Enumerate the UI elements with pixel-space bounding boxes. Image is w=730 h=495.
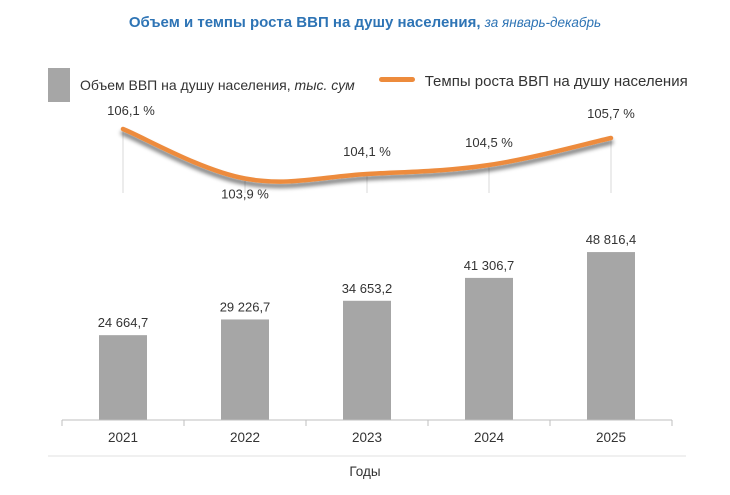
chart-title-sub: за январь-декабрь bbox=[484, 15, 602, 30]
x-tick-label: 2022 bbox=[230, 430, 260, 445]
growth-rate-line bbox=[120, 126, 614, 184]
legend: Объем ВВП на душу населения, тыс. сум Те… bbox=[48, 68, 688, 102]
legend-bar-label: Объем ВВП на душу населения, тыс. сум bbox=[80, 77, 355, 93]
bar-data-label: 24 664,7 bbox=[98, 315, 149, 330]
bar bbox=[99, 335, 147, 420]
legend-bar-swatch bbox=[48, 68, 70, 102]
chart-title: Объем и темпы роста ВВП на душу населени… bbox=[0, 14, 730, 31]
chart-title-main: Объем и темпы роста ВВП на душу населени… bbox=[128, 14, 481, 31]
line-data-label: 104,1 % bbox=[343, 144, 391, 159]
x-tick-label: 2025 bbox=[596, 430, 626, 445]
bar bbox=[221, 319, 269, 420]
legend-line-label: Темпы роста ВВП на душу населения bbox=[424, 72, 688, 90]
bar-data-label: 29 226,7 bbox=[220, 299, 271, 314]
bar-data-label: 41 306,7 bbox=[464, 258, 515, 273]
line-gridlines bbox=[122, 129, 612, 193]
bar-data-label: 48 816,4 bbox=[586, 232, 637, 247]
legend-bar-unit: тыс. сум bbox=[294, 77, 355, 93]
x-axis-title: Годы bbox=[349, 464, 381, 479]
x-tick-label: 2021 bbox=[108, 430, 138, 445]
line-data-label: 104,5 % bbox=[465, 135, 513, 150]
bar bbox=[465, 277, 513, 420]
line-data-label: 103,9 % bbox=[221, 187, 269, 202]
bar-series: 24 664,7 29 226,7 34 653,2 41 306,7 48 816,4 bbox=[98, 232, 637, 420]
bar-data-label: 34 653,2 bbox=[342, 281, 393, 296]
line-series: 106,1 % 103,9 % 104,1 % 104,5 % 105,7 % bbox=[107, 103, 635, 202]
line-data-label: 105,7 % bbox=[587, 106, 635, 121]
legend-line-swatch bbox=[378, 76, 415, 82]
x-tick-label: 2023 bbox=[352, 430, 382, 445]
bar bbox=[343, 300, 391, 420]
x-tick-label: 2024 bbox=[474, 430, 505, 445]
bar bbox=[587, 252, 635, 420]
x-axis: 2021 2022 2023 2024 2025 bbox=[48, 419, 686, 457]
line-data-label: 106,1 % bbox=[107, 103, 155, 118]
